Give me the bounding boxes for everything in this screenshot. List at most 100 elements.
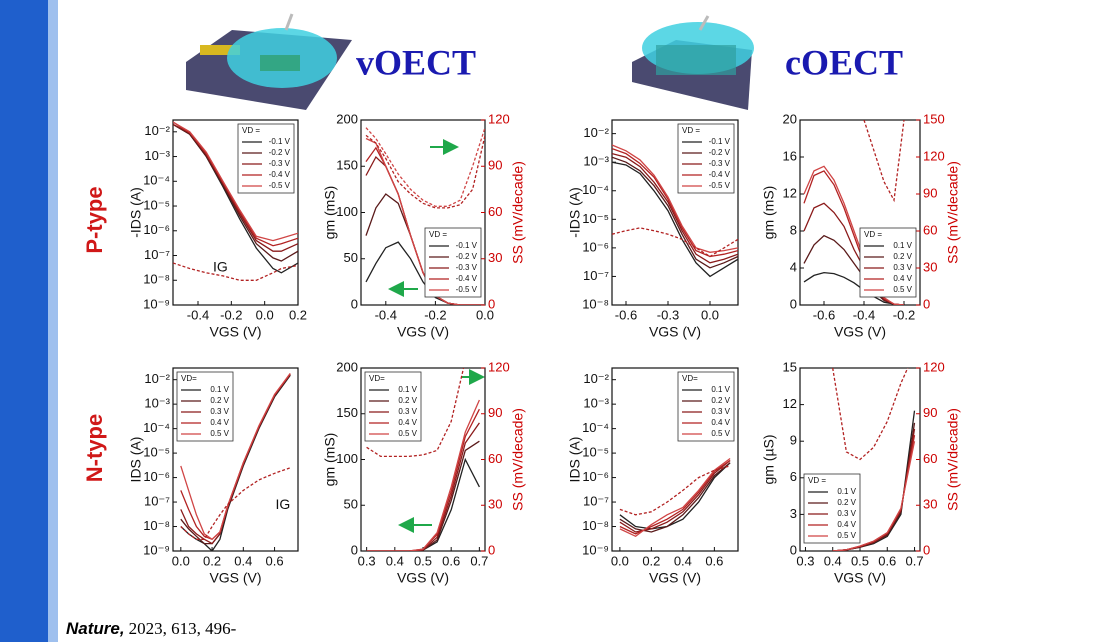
y-tick-label: 10⁻⁶ bbox=[582, 239, 609, 254]
y-tick-label: 10⁻² bbox=[144, 123, 170, 138]
legend-label: 0.1 V bbox=[711, 385, 730, 394]
legend-label: 0.1 V bbox=[837, 487, 856, 496]
device-c bbox=[632, 15, 754, 110]
y-tick-label: 0 bbox=[351, 296, 358, 311]
legend-label: -0.3 V bbox=[456, 263, 478, 272]
y-tick-label: 10⁻⁹ bbox=[143, 296, 170, 311]
legend: VD = -0.1 V -0.2 V -0.3 V -0.4 V -0.5 V bbox=[677, 123, 735, 194]
legend-label: -0.5 V bbox=[709, 181, 731, 190]
plot-frame bbox=[172, 119, 299, 306]
y2-tick-label: 30 bbox=[488, 250, 502, 265]
x-tick-label: 0.0 bbox=[701, 307, 719, 322]
legend-title: VD= bbox=[369, 374, 385, 383]
series-line bbox=[366, 399, 480, 551]
x-tick-label: 0.2 bbox=[289, 307, 307, 322]
y-tick-label: 10⁻⁶ bbox=[143, 469, 170, 484]
legend-box bbox=[803, 473, 861, 544]
legend-box bbox=[237, 123, 295, 194]
x-axis-label: VGS (V) bbox=[397, 570, 449, 586]
y-tick-label: 10⁻³ bbox=[144, 396, 170, 411]
legend-title: VD= bbox=[181, 374, 197, 383]
legend-label: 0.5 V bbox=[210, 429, 229, 438]
series-line bbox=[180, 373, 291, 541]
legend-label: 0.3 V bbox=[210, 407, 229, 416]
legend-label: 0.3 V bbox=[398, 407, 417, 416]
y-tick-label: 10⁻⁸ bbox=[143, 518, 170, 533]
series-line bbox=[173, 121, 298, 247]
x-axis-label: VGS (V) bbox=[209, 570, 261, 586]
y-tick-label: 10⁻⁵ bbox=[582, 445, 609, 460]
legend: VD = -0.1 V -0.2 V -0.3 V -0.4 V -0.5 V bbox=[237, 123, 295, 194]
y-tick-label: 10⁻⁴ bbox=[582, 182, 609, 197]
x-tick-label: -0.6 bbox=[615, 307, 637, 322]
legend-title: VD= bbox=[682, 374, 698, 383]
legend-title: VD = bbox=[864, 230, 882, 239]
series-line bbox=[612, 152, 738, 264]
y2-tick-label: 90 bbox=[923, 405, 937, 420]
series-line bbox=[365, 137, 485, 305]
plot-frame bbox=[611, 367, 739, 552]
y2-tick-label: 90 bbox=[488, 405, 502, 420]
y-tick-label: 10⁻⁹ bbox=[582, 542, 609, 557]
x-tick-label: 0.3 bbox=[358, 553, 376, 568]
series-line bbox=[619, 462, 731, 530]
y-tick-label: 6 bbox=[790, 469, 797, 484]
y2-axis-label: SS (mV/decade) bbox=[945, 408, 961, 511]
annotation: IG bbox=[213, 259, 228, 275]
y-axis-label: gm (mS) bbox=[322, 186, 338, 240]
y-axis-label: gm (µS) bbox=[761, 434, 777, 484]
y2-tick-label: 30 bbox=[923, 497, 937, 512]
y-axis-label: -IDS (A) bbox=[128, 187, 144, 238]
legend-label: 0.1 V bbox=[398, 385, 417, 394]
series-line bbox=[612, 144, 738, 253]
legend-label: 0.2 V bbox=[711, 396, 730, 405]
legend-label: 0.1 V bbox=[893, 241, 912, 250]
series-line bbox=[173, 121, 298, 242]
legend-label: 0.4 V bbox=[711, 418, 730, 427]
chart: 0.0 0.2 0.4 0.6 10⁻² 10⁻³ 10⁻⁴ 10⁻⁵ 10⁻⁶ 10⁻⁷ 10⁻⁸… bbox=[567, 367, 739, 586]
plot-frame bbox=[611, 119, 739, 306]
series-line bbox=[366, 440, 480, 551]
y-tick-label: 16 bbox=[783, 148, 797, 163]
legend-label: 0.4 V bbox=[893, 274, 912, 283]
legend-box bbox=[424, 227, 482, 298]
y-tick-label: 10⁻⁵ bbox=[143, 445, 170, 460]
arrows bbox=[388, 139, 485, 533]
x-tick-label: -0.4 bbox=[375, 307, 397, 322]
legend: VD= 0.1 V 0.2 V 0.3 V 0.4 V 0.5 V bbox=[677, 371, 735, 442]
y-tick-label: 10⁻³ bbox=[583, 396, 609, 411]
legend-label: -0.2 V bbox=[269, 148, 291, 157]
series-line bbox=[612, 156, 738, 269]
y2-axis-label: SS (mV/decade) bbox=[945, 161, 961, 264]
y2-tick-label: 0 bbox=[923, 542, 930, 557]
x-tick-label: 0.0 bbox=[611, 553, 629, 568]
x-tick-label: 0.5 bbox=[851, 553, 869, 568]
legend: VD= 0.1 V 0.2 V 0.3 V 0.4 V 0.5 V bbox=[364, 371, 422, 442]
plot-frame bbox=[799, 119, 921, 306]
y2-axis-label: SS (mV/decade) bbox=[510, 161, 526, 264]
x-tick-label: 0.6 bbox=[705, 553, 723, 568]
legend-title: VD = bbox=[429, 230, 447, 239]
annotation: IG bbox=[276, 496, 291, 512]
y-tick-label: 10⁻² bbox=[144, 371, 170, 386]
legend-title: VD = bbox=[682, 126, 700, 135]
y-tick-label: 0 bbox=[790, 542, 797, 557]
series-line bbox=[173, 262, 298, 281]
legend-label: 0.5 V bbox=[893, 285, 912, 294]
legend-label: -0.4 V bbox=[709, 170, 731, 179]
y-tick-label: 10⁻⁸ bbox=[143, 272, 170, 287]
y-tick-label: 10⁻⁷ bbox=[583, 493, 609, 508]
y-tick-label: 10⁻⁴ bbox=[582, 420, 609, 435]
series-line bbox=[619, 459, 731, 535]
y-tick-label: 10⁻² bbox=[583, 125, 609, 140]
legend-title: VD = bbox=[242, 126, 260, 135]
x-tick-label: 0.0 bbox=[476, 307, 494, 322]
y-tick-label: 15 bbox=[783, 359, 797, 374]
legend-label: 0.3 V bbox=[711, 407, 730, 416]
legend-box bbox=[176, 371, 234, 442]
y-tick-label: 12 bbox=[783, 185, 797, 200]
series-line bbox=[619, 462, 731, 533]
x-tick-label: 0.4 bbox=[824, 553, 842, 568]
legend-label: -0.4 V bbox=[456, 274, 478, 283]
